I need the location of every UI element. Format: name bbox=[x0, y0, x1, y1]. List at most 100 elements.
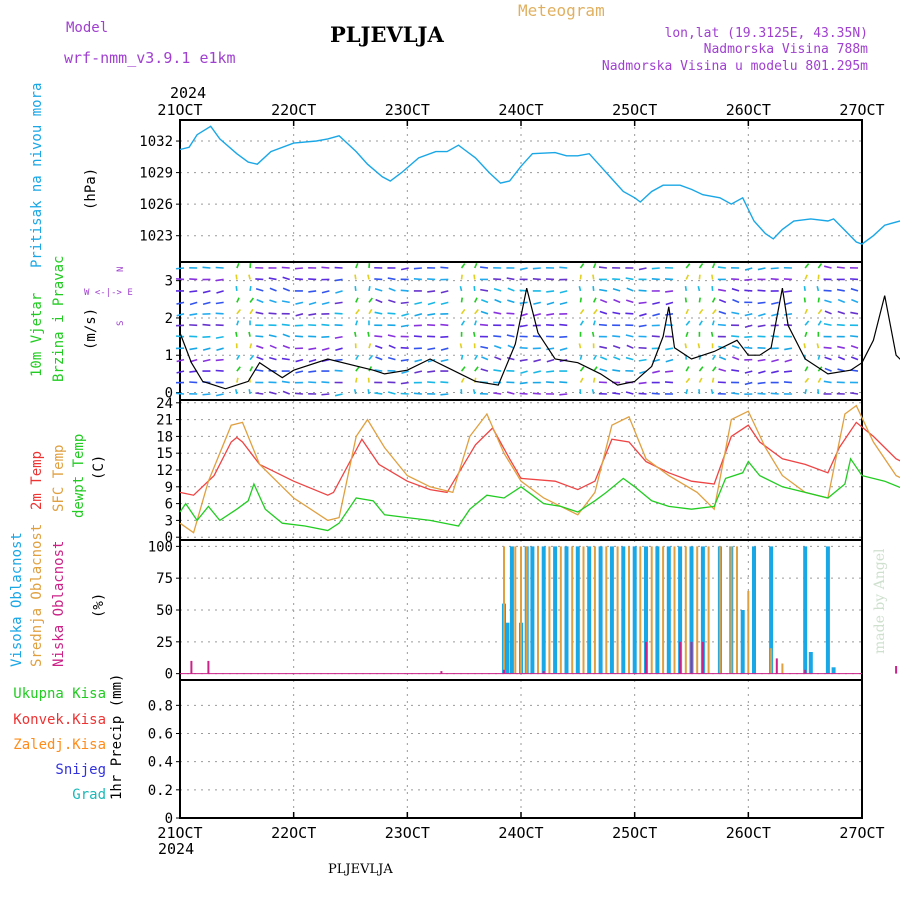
wind-vector bbox=[850, 278, 859, 281]
wind-vector bbox=[368, 354, 374, 361]
wind-vector bbox=[268, 334, 277, 338]
wind-vector bbox=[355, 354, 360, 361]
cloud-high-bar bbox=[808, 652, 813, 674]
cloud-low-bar bbox=[190, 660, 193, 674]
wind-vector bbox=[731, 392, 740, 395]
wind-vector bbox=[282, 287, 291, 292]
wind-vector bbox=[579, 297, 582, 303]
wind-vector bbox=[599, 298, 608, 304]
wind-vector bbox=[546, 370, 555, 373]
wind-vector bbox=[236, 377, 239, 383]
wind-vector bbox=[202, 301, 211, 306]
wind-vector bbox=[268, 391, 277, 395]
wind-vector bbox=[427, 381, 436, 384]
wind-vector bbox=[651, 392, 660, 395]
wind-vector bbox=[625, 312, 634, 315]
wind-vector bbox=[494, 298, 502, 304]
wind-vector bbox=[388, 344, 396, 349]
wind-vector bbox=[803, 297, 806, 303]
wind-vector bbox=[256, 345, 264, 349]
wind-vector bbox=[717, 266, 726, 269]
cloud-low-bar bbox=[207, 660, 210, 674]
wind-vector bbox=[612, 345, 621, 349]
wind-vector bbox=[717, 323, 726, 327]
wind-vector bbox=[321, 393, 330, 396]
wind-vector bbox=[460, 274, 463, 280]
wind-vector bbox=[639, 313, 647, 317]
wind-vector bbox=[638, 267, 647, 271]
wind-vector bbox=[427, 301, 436, 306]
cloud-mid-bar bbox=[593, 546, 596, 674]
wind-vector bbox=[255, 335, 264, 338]
wind-vector bbox=[712, 308, 717, 315]
cloud-low-bar bbox=[542, 671, 545, 674]
wind-vector bbox=[368, 308, 373, 315]
wind-vector bbox=[771, 370, 779, 374]
x-tick-label-top: 21OCT bbox=[157, 101, 202, 119]
wind-vector bbox=[770, 267, 779, 270]
wind-vector bbox=[189, 301, 198, 306]
cloud-mid-bar bbox=[707, 546, 710, 674]
wind-vector bbox=[519, 267, 528, 271]
y-tick-label: 50 bbox=[156, 603, 173, 619]
x-tick-label-bottom: 26OCT bbox=[726, 824, 771, 842]
wind-vector bbox=[334, 369, 343, 372]
meteogram-label: Meteogram bbox=[518, 1, 605, 20]
wind-vector bbox=[506, 334, 515, 338]
wind-vector bbox=[176, 335, 185, 338]
y-tick-label: 75 bbox=[156, 571, 173, 587]
wind-vector bbox=[711, 263, 716, 269]
y-tick-label: 100 bbox=[148, 539, 173, 555]
wind-vector bbox=[546, 358, 555, 363]
wind-vector bbox=[612, 311, 621, 315]
cloud-high-bar bbox=[632, 546, 637, 674]
cloud-mid-bar bbox=[520, 546, 522, 674]
wind-vector bbox=[368, 366, 373, 372]
wind-vector bbox=[520, 370, 528, 374]
wind-vector bbox=[598, 266, 607, 269]
precip-hail-label: Grad bbox=[72, 787, 106, 803]
wind-vector bbox=[474, 308, 479, 315]
y-tick-label: 0 bbox=[165, 530, 173, 546]
wind-vector bbox=[546, 381, 555, 384]
wind-vector bbox=[613, 298, 621, 304]
wind-vector bbox=[374, 335, 383, 338]
wind-vector bbox=[817, 263, 823, 269]
wind-vector bbox=[625, 277, 634, 281]
cloud-high-bar bbox=[666, 546, 671, 674]
wind-vector bbox=[507, 287, 515, 292]
wind-vector bbox=[837, 345, 845, 349]
cloud-high-bar bbox=[803, 546, 808, 674]
wind-vector bbox=[308, 278, 317, 281]
wind-vector bbox=[427, 347, 436, 351]
wind-vector bbox=[850, 287, 859, 292]
wind-vector bbox=[236, 320, 240, 326]
wind-vector bbox=[770, 392, 779, 395]
wind-vector bbox=[850, 356, 859, 361]
wind-vector bbox=[718, 368, 727, 372]
wind-vector bbox=[294, 267, 304, 270]
wind-vector bbox=[626, 344, 634, 349]
wind-vector bbox=[718, 298, 727, 304]
y-tick-label: 1026 bbox=[139, 197, 173, 213]
cloud-high-bar bbox=[700, 546, 705, 674]
wind-vector bbox=[334, 301, 343, 305]
wind-vector bbox=[269, 287, 277, 292]
y-tick-label: 3 bbox=[165, 274, 173, 290]
wind-vector bbox=[281, 300, 290, 304]
wind-vector bbox=[579, 308, 585, 315]
cloud-low-bar bbox=[645, 641, 647, 674]
wind-vector bbox=[493, 345, 502, 349]
x-tick-label-top: 23OCT bbox=[385, 101, 430, 119]
elevation-label: Nadmorska Visina 788m bbox=[703, 42, 868, 57]
wind-vector bbox=[837, 356, 846, 361]
wind-vector bbox=[757, 381, 766, 385]
wind-vector bbox=[176, 358, 185, 363]
wind-vector bbox=[202, 358, 211, 363]
wind-vector bbox=[851, 298, 859, 304]
wind-vector bbox=[744, 324, 753, 329]
wind-vector bbox=[816, 343, 820, 349]
wind-vector bbox=[334, 358, 343, 362]
wind-vector bbox=[625, 356, 634, 361]
wind-vector bbox=[413, 267, 422, 270]
